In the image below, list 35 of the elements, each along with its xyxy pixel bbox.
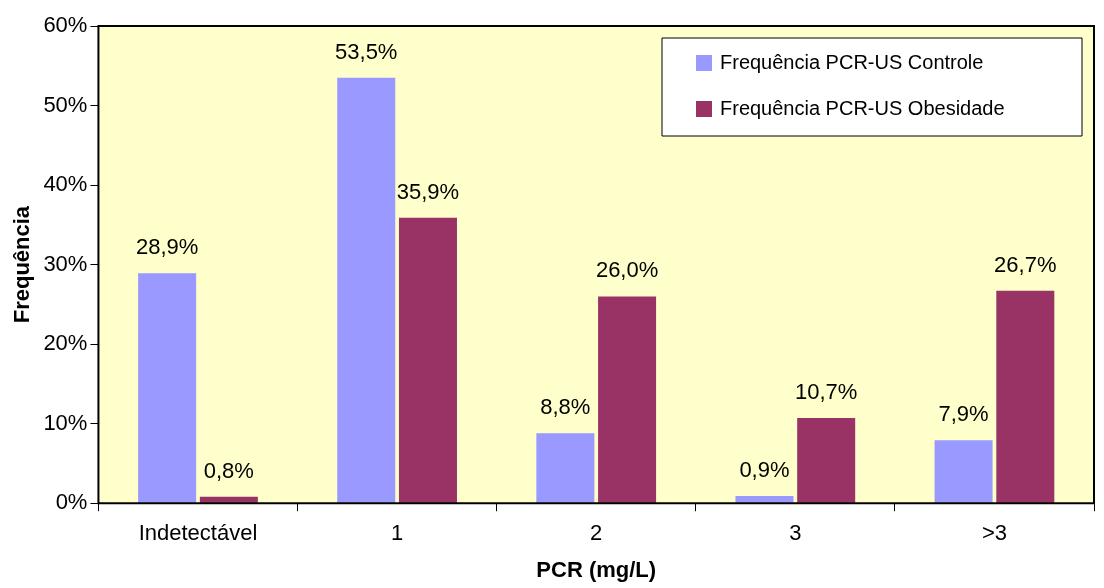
y-tick-label: 0% — [55, 489, 88, 515]
legend-label: Frequência PCR-US Controle — [720, 50, 984, 73]
legend-label: Frequência PCR-US Obesidade — [720, 96, 1005, 119]
x-tick-label: >3 — [981, 520, 1007, 546]
y-tick-label: 20% — [43, 330, 88, 356]
y-tick-label: 40% — [43, 171, 88, 197]
bar — [934, 440, 993, 503]
bar — [735, 496, 794, 503]
bar — [996, 290, 1055, 503]
bar — [797, 418, 856, 503]
data-label: 0,8% — [203, 457, 254, 483]
bar — [536, 433, 595, 503]
x-tick-label: 2 — [590, 520, 603, 546]
y-tick-label: 10% — [43, 409, 88, 435]
bar — [138, 273, 197, 503]
x-tick-label: Indetectável — [138, 520, 258, 546]
bar — [398, 217, 457, 503]
data-label: 26,7% — [994, 251, 1057, 277]
x-axis-title: PCR (mg/L) — [536, 556, 657, 582]
y-tick-label: 60% — [43, 12, 88, 38]
bar — [337, 77, 396, 503]
y-tick-label: 50% — [43, 91, 88, 117]
data-label: 26,0% — [595, 257, 659, 283]
x-tick-label: 3 — [789, 520, 802, 546]
y-axis-title: Frequência — [9, 205, 35, 324]
y-tick-label: 30% — [43, 250, 88, 276]
x-tick-label: 1 — [390, 520, 404, 546]
data-label: 53,5% — [335, 38, 398, 64]
data-label: 7,9% — [938, 401, 989, 427]
data-label: 28,9% — [135, 234, 199, 260]
data-label: 0,9% — [739, 457, 790, 483]
data-label: 35,9% — [396, 178, 460, 204]
data-label: 8,8% — [540, 394, 591, 420]
bar — [598, 296, 657, 503]
data-label: 10,7% — [795, 379, 858, 405]
